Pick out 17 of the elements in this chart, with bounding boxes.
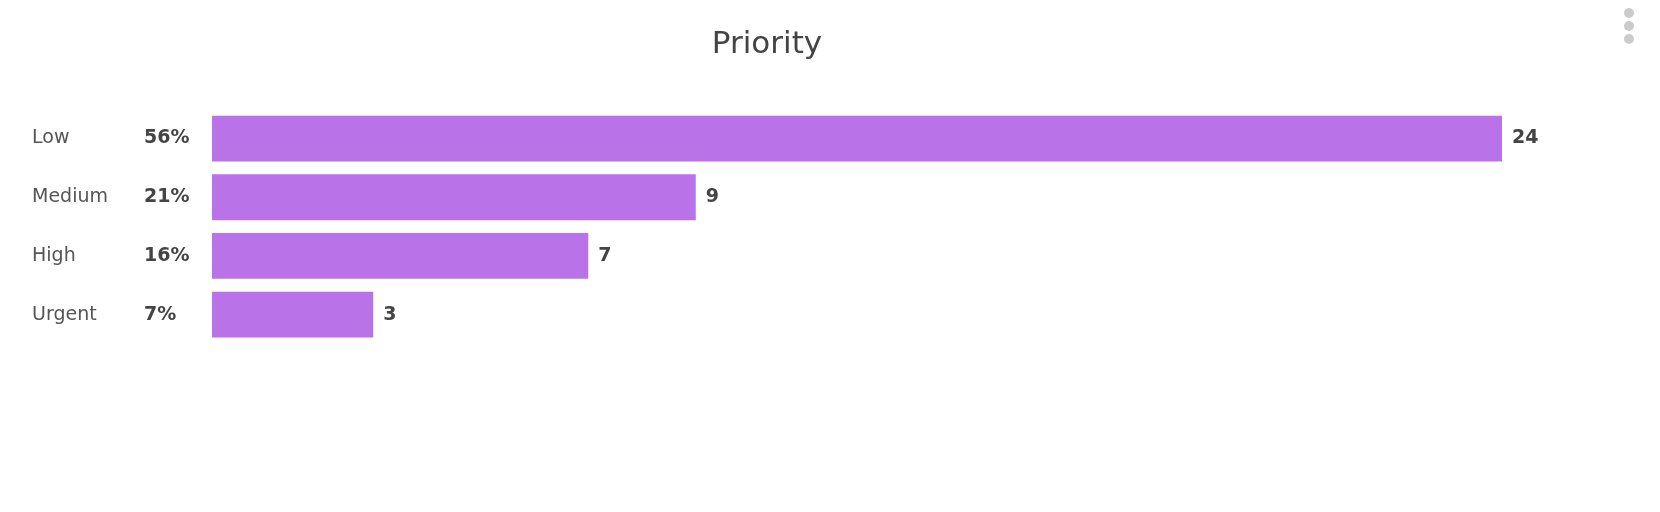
y-tick-label: High — [32, 242, 76, 265]
text: 16% — [144, 242, 190, 265]
data-label: 7 — [598, 242, 612, 265]
bar — [212, 233, 589, 279]
text: 21% — [144, 184, 190, 207]
y-tick-label: Low — [32, 125, 70, 148]
text: 7% — [144, 301, 177, 324]
bar — [212, 174, 696, 221]
chart-title: Priority — [711, 23, 823, 60]
data-label: 24 — [1512, 125, 1539, 148]
text: 56% — [144, 125, 190, 148]
data-label: 3 — [383, 301, 397, 324]
y-tick-label: Urgent — [32, 301, 97, 324]
bar — [212, 291, 374, 338]
data-label: 9 — [705, 184, 719, 207]
bar — [212, 115, 1502, 162]
y-tick-label: Medium — [32, 184, 108, 207]
